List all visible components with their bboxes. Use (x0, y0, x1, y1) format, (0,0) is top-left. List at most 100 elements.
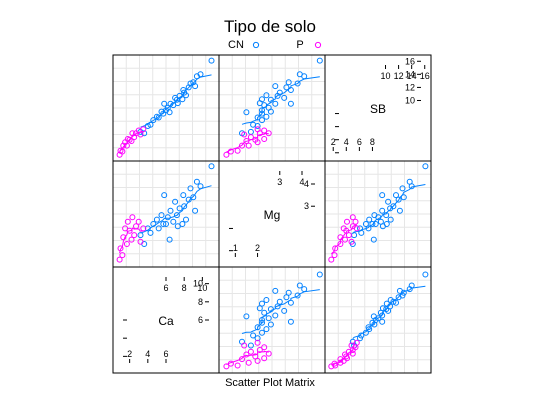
smoother-line-p (226, 350, 269, 366)
data-point-cn (370, 313, 377, 320)
data-point-cn (301, 286, 308, 293)
data-point-cn (173, 212, 180, 219)
data-point-cn (387, 297, 394, 303)
panel-grid-lines (219, 55, 325, 161)
tick-label: 6 (163, 349, 168, 359)
data-point-cn (370, 236, 377, 243)
data-point-p (256, 347, 263, 353)
legend-label-p: P (296, 39, 303, 51)
data-point-cn (180, 87, 187, 93)
tick-label: 10 (197, 283, 207, 293)
data-point-cn (283, 294, 290, 301)
data-point-p (353, 225, 360, 232)
data-point-cn (272, 287, 279, 294)
data-point-cn (287, 100, 294, 107)
data-point-p (261, 344, 268, 351)
data-point-p (241, 131, 248, 138)
data-point-p (254, 357, 261, 364)
data-point-p (265, 350, 272, 357)
data-point-p (234, 362, 241, 369)
data-point-cn (390, 203, 397, 210)
data-point-cn (167, 100, 174, 107)
data-point-cn (179, 96, 186, 103)
data-point-cn (250, 332, 257, 339)
data-point-cn (283, 84, 290, 91)
data-point-cn (379, 312, 386, 319)
data-point-p (243, 351, 250, 358)
data-point-p (252, 136, 259, 143)
data-point-cn (176, 205, 183, 212)
panel-SB-vs-Ca (325, 267, 431, 373)
data-point-cn (250, 121, 257, 128)
data-point-cn (187, 185, 194, 192)
data-point-cn (274, 303, 281, 310)
data-point-cn (243, 313, 250, 320)
data-point-cn (379, 318, 386, 325)
smoother-line-cn (241, 76, 320, 125)
tick-label: 12 (394, 71, 404, 81)
data-point-cn (383, 300, 390, 307)
data-point-cn (272, 100, 279, 107)
data-point-p (223, 151, 230, 158)
data-point-p (337, 234, 344, 241)
data-point-cn (316, 271, 323, 278)
data-point-cn (174, 100, 181, 107)
data-point-cn (247, 342, 254, 349)
data-point-p (140, 225, 147, 232)
data-point-p (254, 339, 261, 346)
x-axis-label: Scatter Plot Matrix (225, 377, 315, 389)
data-point-cn (396, 287, 403, 294)
data-point-cn (254, 324, 261, 331)
tick-label: 2 (127, 349, 132, 359)
data-point-p (119, 252, 126, 259)
data-point-p (128, 138, 135, 144)
smoother-line-cn (241, 289, 320, 334)
data-point-cn (185, 196, 192, 203)
smoother-line-cn (352, 184, 426, 234)
data-point-p (349, 214, 356, 221)
data-point-cn (358, 229, 365, 236)
data-point-cn (287, 87, 294, 93)
data-point-p (337, 359, 344, 366)
data-point-cn (174, 223, 181, 230)
data-point-cn (399, 185, 406, 192)
data-point-cn (272, 312, 279, 319)
data-point-cn (358, 332, 365, 339)
data-point-cn (383, 306, 390, 313)
tick-label: 4 (344, 137, 349, 147)
data-point-p (126, 227, 133, 234)
data-point-cn (276, 89, 283, 96)
data-point-p (227, 148, 234, 155)
data-point-cn (366, 216, 373, 223)
data-point-cn (387, 216, 394, 223)
tick-label: 8 (370, 137, 375, 147)
panel-frame (324, 266, 432, 374)
data-point-cn (155, 114, 162, 121)
data-point-cn (153, 216, 160, 223)
data-point-cn (147, 229, 154, 236)
data-point-cn (399, 292, 406, 299)
data-point-p (137, 238, 144, 245)
data-point-cn (379, 192, 386, 199)
data-point-p (120, 142, 127, 149)
data-point-cn (272, 83, 279, 90)
data-point-p (348, 342, 355, 349)
data-point-cn (208, 163, 215, 170)
tick-label: 14 (407, 71, 417, 81)
data-point-cn (183, 216, 189, 223)
data-point-cn (259, 96, 265, 103)
data-point-p (328, 256, 335, 263)
data-point-p (345, 232, 352, 239)
data-point-p (123, 241, 130, 247)
data-point-cn (161, 100, 168, 107)
data-point-cn (422, 163, 429, 170)
data-point-cn (349, 338, 356, 345)
panel-grid-lines (113, 55, 219, 161)
data-point-cn (259, 300, 265, 307)
data-point-cn (259, 319, 265, 326)
diagonal-panel-mg: Mg 1 2 3 3 4 4 (229, 171, 315, 257)
data-point-p (135, 218, 142, 225)
data-point-cn (158, 212, 165, 219)
